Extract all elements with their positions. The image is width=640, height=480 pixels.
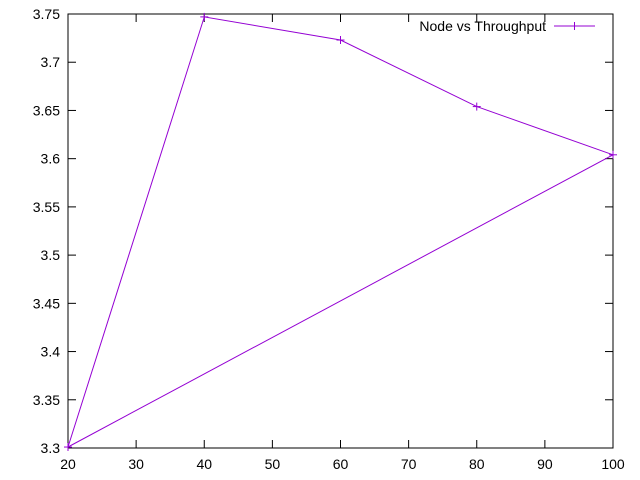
y-tick-label: 3.55 [33,199,60,215]
legend-marker [570,22,579,30]
x-tick-label: 70 [401,456,417,472]
y-tick-label: 3.7 [41,54,61,70]
x-tick-label: 40 [196,456,212,472]
data-point [336,36,345,45]
legend-label: Node vs Throughput [419,18,546,34]
x-tick-label: 50 [265,456,281,472]
y-tick-label: 3.6 [41,151,61,167]
legend: Node vs Throughput [419,18,595,34]
x-axis-tick-labels: 20 30 40 50 60 70 80 90 100 [60,456,625,472]
y-tick-label: 3.45 [33,295,60,311]
data-point [472,102,481,111]
data-point [64,443,72,452]
y-tick-label: 3.75 [33,6,60,22]
x-tick-label: 100 [601,456,625,472]
data-point [609,150,617,159]
axis-ticks [67,13,614,449]
y-axis-tick-labels: 3.3 3.35 3.4 3.45 3.5 3.55 3.6 3.65 3.7 3.75 [33,6,60,456]
y-tick-label: 3.4 [41,344,61,360]
x-tick-label: 20 [60,456,76,472]
y-tick-label: 3.3 [41,440,61,456]
series-line [67,16,615,448]
data-point [200,12,209,21]
plot-frame [67,13,614,449]
y-tick-label: 3.35 [33,392,60,408]
series-layer [64,12,617,452]
x-tick-label: 60 [333,456,349,472]
x-tick-label: 30 [128,456,144,472]
x-tick-label: 80 [469,456,485,472]
y-tick-label: 3.5 [41,247,61,263]
x-tick-label: 90 [537,456,553,472]
y-tick-label: 3.65 [33,102,60,118]
